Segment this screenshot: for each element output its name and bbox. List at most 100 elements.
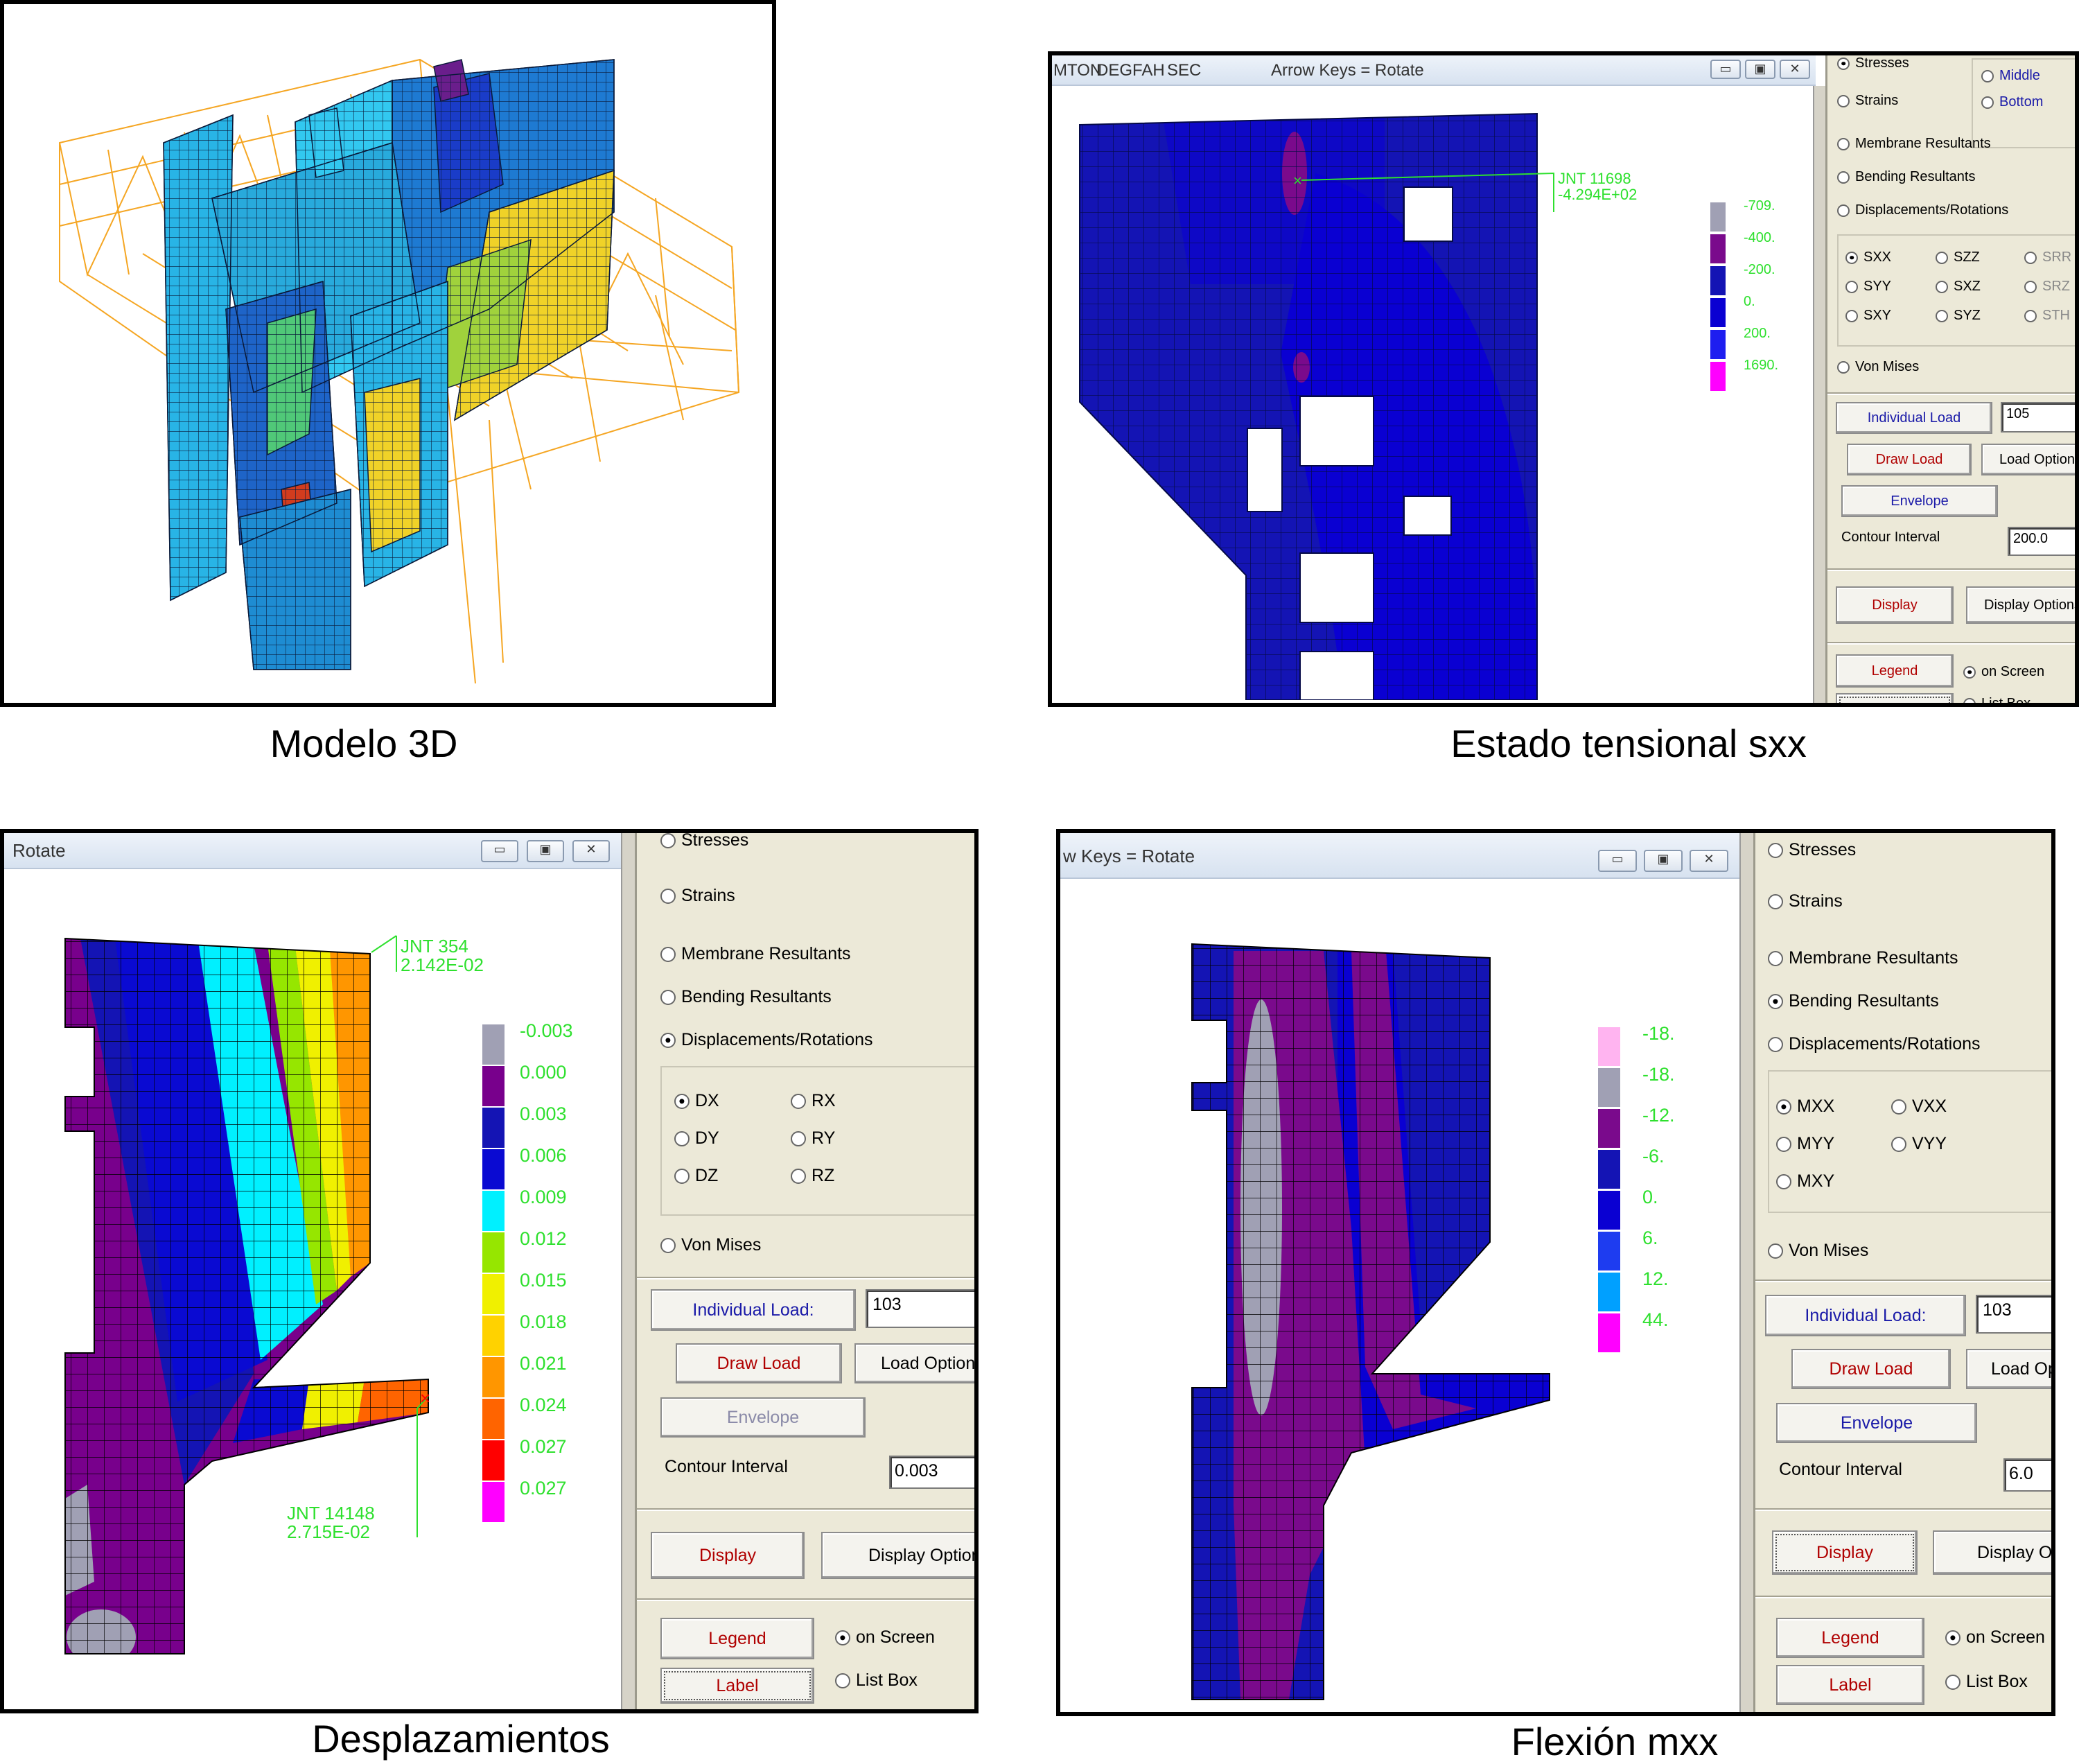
radio-displacements[interactable]: Displacements/Rotations	[660, 1030, 873, 1050]
contour-interval-field[interactable]: 0.003	[889, 1456, 974, 1489]
maximize-icon[interactable]: ▣	[1644, 850, 1683, 872]
radio-vyy[interactable]: VYY	[1891, 1134, 1947, 1154]
legend-value: -12.	[1642, 1105, 1675, 1126]
radio-membrane[interactable]: Membrane Resultants	[660, 944, 851, 964]
display-button[interactable]: Display	[651, 1532, 805, 1579]
radio-bending[interactable]: Bending Resultants	[1837, 169, 1975, 185]
radio-myy[interactable]: MYY	[1776, 1134, 1834, 1154]
radio-stresses[interactable]: Stresses	[1768, 840, 1856, 860]
individual-load-button[interactable]: Individual Load:	[651, 1289, 856, 1331]
close-icon[interactable]: ✕	[572, 840, 610, 862]
radio-syz[interactable]: SYZ	[1936, 308, 1981, 324]
close-icon[interactable]: ✕	[1780, 60, 1810, 79]
radio-von-mises[interactable]: Von Mises	[1768, 1241, 1868, 1261]
radio-bottom[interactable]: Bottom	[1981, 94, 2043, 110]
envelope-button[interactable]: Envelope	[1776, 1403, 1977, 1443]
contour-interval-field[interactable]: 200.0	[2008, 527, 2075, 556]
window-hint: w Keys = Rotate	[1063, 846, 1195, 866]
radio-list-box[interactable]: List Box	[1945, 1672, 2028, 1692]
radio-sxz[interactable]: SXZ	[1936, 279, 1981, 295]
legend-swatch	[482, 1066, 505, 1106]
radio-sxy[interactable]: SXY	[1845, 308, 1891, 324]
display-button[interactable]: Display	[1836, 586, 1954, 624]
radio-on-screen[interactable]: on Screen	[835, 1627, 935, 1648]
menu-deg[interactable]: DEG	[1096, 61, 1133, 80]
radio-middle[interactable]: Middle	[1981, 68, 2040, 84]
radio-ry[interactable]: RY	[791, 1128, 835, 1149]
close-icon[interactable]: ✕	[1690, 850, 1728, 872]
display-options-button[interactable]: Display Options	[821, 1532, 974, 1579]
radio-on-screen[interactable]: on Screen	[1963, 664, 2044, 680]
individual-load-button[interactable]: Individual Load:	[1765, 1295, 1966, 1336]
radio-syy[interactable]: SYY	[1845, 279, 1891, 295]
individual-load-button[interactable]: Individual Load	[1836, 402, 1992, 434]
radio-displacements[interactable]: Displacements/Rotations	[1837, 202, 2008, 218]
radio-dz[interactable]: DZ	[674, 1166, 718, 1186]
legend-button[interactable]: Legend	[1836, 654, 1954, 688]
radio-sxx[interactable]: SXX	[1845, 250, 1891, 265]
load-number-field[interactable]: 103	[1976, 1295, 2051, 1334]
load-options-button[interactable]: Load Options	[854, 1343, 974, 1383]
load-number-field[interactable]: 103	[866, 1289, 974, 1328]
radio-von-mises[interactable]: Von Mises	[660, 1235, 761, 1255]
legend-swatch	[1710, 202, 1726, 232]
minimize-icon[interactable]: ▭	[1710, 60, 1741, 79]
radio-dy[interactable]: DY	[674, 1128, 719, 1149]
legend-swatch	[1598, 1191, 1620, 1230]
radio-list-box[interactable]: List Box	[1963, 696, 2030, 703]
radio-rx[interactable]: RX	[791, 1091, 836, 1111]
radio-sth[interactable]: STH	[2024, 308, 2070, 324]
menu-sec[interactable]: SEC	[1167, 61, 1202, 80]
load-number-field[interactable]: 105	[2001, 402, 2075, 433]
radio-srr[interactable]: SRR	[2024, 250, 2071, 265]
minimize-icon[interactable]: ▭	[1598, 850, 1637, 872]
load-options-button[interactable]: Load Options	[1966, 1349, 2051, 1389]
minimize-icon[interactable]: ▭	[481, 840, 518, 862]
radio-strains[interactable]: Strains	[1768, 891, 1843, 911]
display-options-button[interactable]: Display Options	[1966, 586, 2075, 624]
radio-displacements[interactable]: Displacements/Rotations	[1768, 1034, 1981, 1054]
legend-value: 0.024	[520, 1395, 567, 1415]
radio-on-screen[interactable]: on Screen	[1945, 1627, 2045, 1648]
maximize-icon[interactable]: ▣	[1745, 60, 1775, 79]
label-button[interactable]: Label	[660, 1668, 814, 1704]
radio-srz[interactable]: SRZ	[2024, 279, 2070, 295]
flex-scrollbar[interactable]	[1739, 833, 1755, 1712]
envelope-button[interactable]: Envelope	[660, 1397, 866, 1438]
desp-scrollbar[interactable]	[621, 833, 636, 1709]
radio-strains[interactable]: Strains	[1837, 93, 1898, 109]
envelope-button[interactable]: Envelope	[1841, 485, 1998, 517]
radio-bending[interactable]: Bending Resultants	[660, 987, 832, 1007]
load-options-button[interactable]: Load Options	[1981, 444, 2075, 475]
legend-button[interactable]: Legend	[1776, 1618, 1924, 1658]
radio-strains[interactable]: Strains	[660, 886, 735, 906]
legend-button[interactable]: Legend	[660, 1618, 814, 1659]
display-button[interactable]: Display	[1772, 1530, 1918, 1575]
radio-mxx[interactable]: MXX	[1776, 1097, 1834, 1117]
radio-mxy[interactable]: MXY	[1776, 1171, 1834, 1191]
radio-membrane[interactable]: Membrane Resultants	[1768, 948, 1958, 968]
radio-szz[interactable]: SZZ	[1936, 250, 1980, 265]
radio-stresses[interactable]: Stresses	[1837, 55, 1909, 71]
menu-mton[interactable]: MTON	[1053, 61, 1103, 80]
radio-rz[interactable]: RZ	[791, 1166, 834, 1186]
radio-dx[interactable]: DX	[674, 1091, 719, 1111]
sxx-scrollbar[interactable]	[1813, 86, 1827, 703]
draw-load-button[interactable]: Draw Load	[676, 1343, 842, 1383]
desp-annotation-bottom: JNT 14148 2.715E-02	[287, 1503, 375, 1543]
radio-von-mises[interactable]: Von Mises	[1837, 359, 1919, 375]
radio-bending[interactable]: Bending Resultants	[1768, 991, 1939, 1011]
draw-load-button[interactable]: Draw Load	[1791, 1349, 1951, 1389]
radio-vxx[interactable]: VXX	[1891, 1097, 1947, 1117]
label-button[interactable]: Label	[1836, 693, 1954, 703]
label-button[interactable]: Label	[1776, 1665, 1924, 1705]
radio-list-box[interactable]: List Box	[835, 1670, 918, 1691]
radio-stresses[interactable]: Stresses	[660, 833, 748, 850]
radio-membrane[interactable]: Membrane Resultants	[1837, 136, 1991, 152]
menu-fah[interactable]: FAH	[1132, 61, 1165, 80]
display-options-button[interactable]: Display Options	[1933, 1530, 2051, 1575]
maximize-icon[interactable]: ▣	[527, 840, 564, 862]
contour-interval-field[interactable]: 6.0	[2003, 1458, 2051, 1492]
legend-swatch	[1710, 266, 1726, 295]
draw-load-button[interactable]: Draw Load	[1847, 444, 1972, 475]
